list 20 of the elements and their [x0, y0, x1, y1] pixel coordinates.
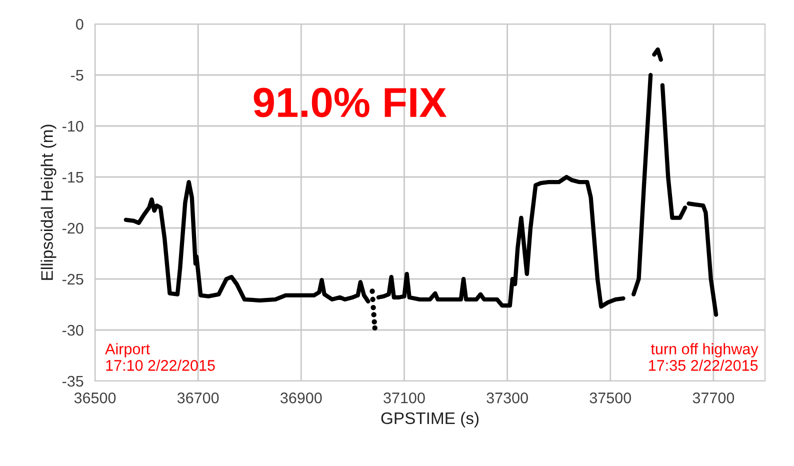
y-tick-label: -15: [62, 172, 84, 183]
x-tick-label: 36700: [177, 392, 219, 404]
x-tick-label: 36900: [280, 392, 322, 404]
y-tick-label: -10: [62, 120, 84, 132]
annotation: Airport 17:10 2/22/2015: [105, 343, 215, 371]
y-tick-label: -20: [62, 222, 84, 234]
y-axis-title: Ellipsoidal Height (m): [40, 124, 56, 280]
x-tick-label: 37500: [590, 392, 632, 404]
x-tick-label: 37300: [486, 392, 528, 404]
y-tick-label: 0: [76, 18, 84, 30]
y-tick-label: -5: [70, 70, 84, 81]
x-tick-label: 36500: [74, 392, 116, 404]
x-tick-label: 37100: [384, 392, 425, 404]
y-tick-label: -25: [62, 274, 84, 285]
y-tick-label: -35: [62, 376, 84, 387]
annotation: turn off highway 17:35 2/22/2015: [649, 343, 758, 371]
x-tick-label: 37700: [692, 392, 734, 404]
annotation: 91.0% FIX: [254, 88, 447, 118]
x-axis-title: GPSTIME (s): [381, 412, 479, 428]
y-tick-label: -30: [62, 324, 84, 336]
